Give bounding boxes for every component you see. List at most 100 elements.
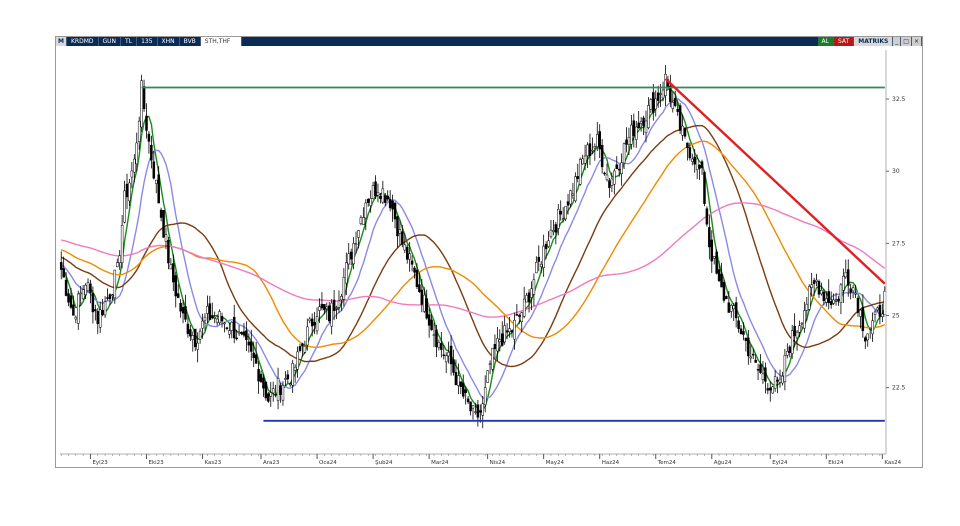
candle-body bbox=[362, 217, 365, 225]
candle-body bbox=[203, 316, 207, 321]
minimize-icon[interactable]: _ bbox=[893, 37, 902, 46]
candle-body bbox=[498, 339, 502, 343]
period-selector[interactable]: GUN bbox=[99, 37, 122, 46]
candle-body bbox=[754, 359, 757, 363]
candle-body bbox=[64, 279, 68, 296]
candle-body bbox=[812, 280, 816, 284]
candle-body bbox=[220, 316, 224, 322]
candle-body bbox=[59, 262, 63, 270]
candle-body bbox=[703, 171, 706, 204]
candle-body bbox=[557, 208, 560, 229]
candle-body bbox=[854, 292, 857, 295]
tool-button[interactable]: XHN bbox=[158, 37, 180, 46]
x-tick-label: Ağu24 bbox=[714, 459, 732, 466]
candle-body bbox=[469, 401, 472, 412]
x-tick-label: Nis24 bbox=[490, 460, 506, 466]
candle-body bbox=[671, 101, 675, 109]
candle-body bbox=[237, 331, 241, 334]
close-icon[interactable]: × bbox=[911, 37, 922, 46]
candle-body bbox=[196, 342, 199, 350]
candle-body bbox=[423, 294, 426, 312]
candle-body bbox=[769, 387, 772, 391]
candle-body bbox=[298, 346, 302, 351]
candle-body bbox=[625, 139, 628, 145]
candle-body bbox=[510, 330, 514, 333]
candle-body bbox=[91, 293, 95, 313]
candle-body bbox=[783, 355, 787, 382]
candle-body bbox=[588, 143, 592, 157]
ma-5-line bbox=[60, 88, 886, 413]
candle-body bbox=[128, 182, 131, 202]
tool-button[interactable]: STH,THF bbox=[200, 37, 242, 46]
candle-body bbox=[505, 330, 509, 333]
candle-body bbox=[615, 164, 619, 170]
candle-body bbox=[388, 199, 392, 209]
candle-body bbox=[223, 322, 226, 325]
candle-body bbox=[654, 98, 657, 110]
buy-button[interactable]: AL bbox=[817, 37, 834, 46]
tool-button[interactable]: BVB bbox=[180, 37, 201, 46]
candle-body bbox=[345, 262, 348, 284]
candle-body bbox=[766, 388, 770, 391]
candle-body bbox=[162, 210, 165, 238]
candle-body bbox=[712, 256, 716, 259]
candle-body bbox=[805, 303, 809, 311]
candle-body bbox=[74, 316, 78, 320]
candle-body bbox=[296, 351, 299, 370]
x-tick-label: Kas23 bbox=[205, 460, 222, 466]
candle-body bbox=[413, 267, 416, 273]
candle-body bbox=[859, 309, 862, 317]
bar-count[interactable]: 135 bbox=[137, 37, 158, 46]
candle-body bbox=[635, 126, 638, 140]
candle-body bbox=[535, 262, 538, 274]
candle-body bbox=[169, 264, 173, 270]
candle-body bbox=[600, 144, 604, 168]
candle-body bbox=[332, 299, 336, 311]
app-logo[interactable]: M bbox=[56, 37, 67, 46]
candle-body bbox=[554, 224, 558, 233]
candle-body bbox=[308, 318, 311, 322]
candle-body bbox=[252, 352, 255, 358]
x-tick-label: Mar24 bbox=[431, 460, 449, 466]
candle-body bbox=[176, 293, 180, 299]
candle-body bbox=[734, 302, 738, 319]
candle-body bbox=[379, 195, 382, 199]
candle-body bbox=[284, 378, 287, 380]
candle-body bbox=[829, 301, 833, 306]
candle-body bbox=[374, 181, 377, 197]
candle-body bbox=[756, 369, 760, 371]
candle-body bbox=[659, 93, 662, 95]
candle-body bbox=[410, 260, 414, 265]
maximize-icon[interactable]: □ bbox=[901, 37, 912, 46]
candle-body bbox=[357, 230, 360, 238]
candle-body bbox=[722, 281, 726, 301]
candle-body bbox=[103, 301, 107, 316]
candle-body bbox=[727, 302, 731, 313]
candle-body bbox=[476, 404, 480, 418]
candle-body bbox=[539, 263, 543, 267]
candle-body bbox=[807, 286, 811, 310]
candle-body bbox=[817, 280, 821, 295]
candle-body bbox=[106, 297, 109, 299]
currency-selector[interactable]: TL bbox=[121, 37, 138, 46]
candle-body bbox=[583, 155, 587, 164]
candle-body bbox=[81, 289, 85, 300]
candle-body bbox=[454, 372, 458, 386]
x-tick-label: Haz24 bbox=[602, 460, 620, 466]
candle-body bbox=[566, 201, 570, 206]
candle-body bbox=[335, 307, 338, 309]
candle-body bbox=[330, 302, 333, 327]
candle-body bbox=[751, 353, 755, 356]
candle-body bbox=[215, 318, 219, 323]
chart-toolbar: M KRDMD GUN TL 135 XHN BVB STH,THF AL SA… bbox=[56, 37, 922, 46]
symbol-label[interactable]: KRDMD bbox=[67, 37, 99, 46]
sell-button[interactable]: SAT bbox=[833, 37, 855, 46]
candle-body bbox=[274, 394, 277, 396]
candle-body bbox=[669, 85, 672, 102]
y-tick-label: 30 bbox=[892, 168, 900, 175]
candle-body bbox=[544, 243, 548, 250]
candle-body bbox=[184, 306, 187, 320]
candle-body bbox=[432, 334, 436, 336]
price-chart[interactable]: 22.5 25 27.5 30 32.5 Eyl23 Eki23 Kas23 Ara23 Oca2… bbox=[56, 46, 922, 467]
candle-body bbox=[96, 311, 100, 324]
